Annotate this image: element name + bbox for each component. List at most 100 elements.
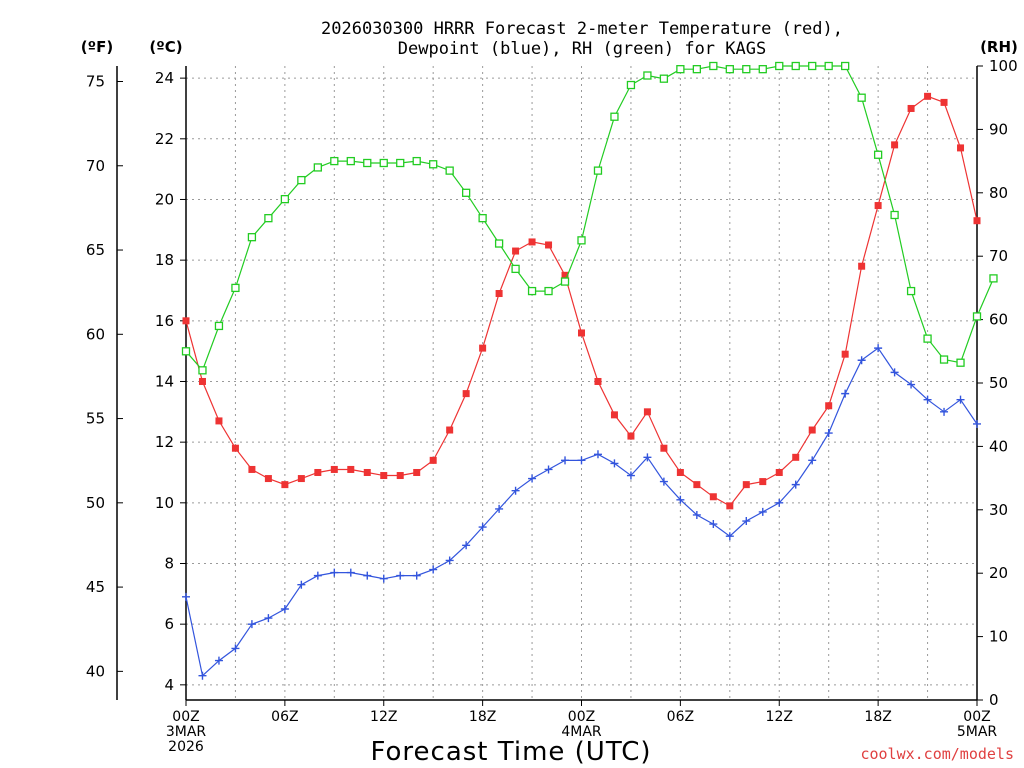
- time-tick-label: 2026: [168, 739, 204, 755]
- temperature-point: [512, 247, 520, 255]
- rh-point: [560, 277, 570, 286]
- dewpoint-point: [379, 574, 388, 583]
- fahrenheit-tick-label: 75: [86, 73, 105, 91]
- rh-tick-label: 80: [989, 184, 1008, 202]
- rh-point: [610, 112, 619, 121]
- celsius-unit-label: (ºC): [149, 38, 182, 56]
- temperature-point: [495, 290, 503, 298]
- temperature-point: [924, 92, 932, 100]
- time-tick-label: 5MAR: [957, 724, 998, 740]
- dewpoint-point: [264, 614, 273, 623]
- dewpoint-point: [577, 456, 586, 465]
- rh-point: [527, 286, 537, 296]
- dewpoint-point: [659, 477, 668, 486]
- dewpoint-point: [182, 592, 190, 601]
- rh-tick-label: 60: [989, 311, 1008, 329]
- dewpoint-point: [841, 389, 850, 398]
- fahrenheit-tick-label: 70: [86, 157, 105, 175]
- dewpoint-point: [775, 498, 784, 507]
- rh-point: [841, 61, 850, 71]
- rh-point: [972, 312, 982, 321]
- temperature-point: [874, 202, 882, 210]
- rh-point: [280, 194, 290, 204]
- rh-tick-label: 10: [989, 628, 1008, 646]
- rh-point: [709, 61, 718, 71]
- temperature-point: [248, 465, 256, 473]
- tick-labels: 4 6 8 10 12 14 16 18 20 22 24 40 45 50 55 60 65 70 75 0 10 20…: [86, 57, 1018, 755]
- data-series: [181, 61, 998, 680]
- dewpoint-point: [198, 671, 207, 680]
- dewpoint-point: [923, 395, 932, 404]
- dewpoint-point: [313, 571, 322, 580]
- temperature-point: [891, 141, 899, 149]
- rh-point: [808, 61, 817, 71]
- temperature-point: [545, 241, 553, 249]
- rh-point: [247, 233, 257, 242]
- temperature-point: [627, 432, 635, 440]
- celsius-tick-label: 16: [155, 312, 174, 330]
- dewpoint-point: [396, 571, 405, 580]
- celsius-tick-label: 6: [164, 615, 174, 633]
- temperature-point: [759, 478, 767, 486]
- rh-point: [214, 321, 224, 331]
- temperature-point: [281, 481, 289, 489]
- celsius-tick-label: 22: [155, 130, 174, 148]
- dewpoint-point: [610, 459, 619, 468]
- temperature-point: [610, 411, 618, 419]
- dewpoint-point: [824, 429, 833, 438]
- temperature-point: [215, 417, 223, 425]
- dewpoint-point: [758, 507, 767, 516]
- rh-tick-label: 20: [989, 564, 1008, 582]
- temperature-point: [726, 502, 734, 510]
- temperature-point: [907, 104, 915, 112]
- temperature-point: [314, 468, 322, 476]
- rh-point: [906, 286, 916, 296]
- rh-point: [725, 65, 734, 74]
- fahrenheit-tick-label: 60: [86, 325, 105, 343]
- time-tick-label: 18Z: [864, 709, 891, 725]
- dewpoint-point: [874, 344, 883, 353]
- temperature-point: [643, 408, 651, 416]
- dewpoint-point: [462, 541, 471, 550]
- rh-unit-label: (RH): [980, 38, 1018, 56]
- temperature-point: [264, 475, 272, 483]
- time-tick-label: 06Z: [667, 709, 694, 725]
- temperature-point: [709, 493, 717, 501]
- rh-point: [742, 65, 751, 74]
- temperature-point: [940, 98, 948, 106]
- celsius-tick-label: 12: [155, 433, 174, 451]
- dewpoint-point: [412, 571, 421, 580]
- rh-point: [198, 366, 207, 375]
- dewpoint-point: [742, 517, 751, 526]
- rh-point: [297, 175, 306, 185]
- chart-title-line1: 2026030300 HRRR Forecast 2-meter Tempera…: [321, 19, 843, 39]
- dewpoint-point: [561, 456, 570, 465]
- rh-point: [659, 74, 669, 83]
- dewpoint-point: [791, 480, 800, 489]
- dewpoint-point: [940, 407, 949, 416]
- rh-point: [577, 236, 586, 245]
- celsius-tick-label: 8: [164, 554, 174, 572]
- rh-point: [593, 166, 603, 175]
- rh-point: [461, 188, 471, 197]
- dewpoint-point: [214, 656, 223, 665]
- rh-tick-label: 90: [989, 120, 1008, 138]
- dewpoint-point: [709, 520, 718, 529]
- rh-point: [330, 156, 339, 166]
- dewpoint-point: [593, 450, 602, 459]
- rh-tick-label: 70: [989, 247, 1008, 265]
- rh-point: [923, 334, 932, 343]
- dewpoint-point: [643, 453, 652, 462]
- celsius-tick-label: 24: [155, 69, 174, 87]
- temperature-point: [742, 481, 750, 489]
- dewpoint-point: [247, 620, 256, 629]
- rh-point: [544, 286, 553, 296]
- dewpoint-point: [890, 368, 899, 377]
- temperature-point: [676, 468, 684, 476]
- rh-point: [429, 160, 438, 169]
- rh-point: [478, 214, 487, 223]
- temperature-point: [363, 468, 371, 476]
- fahrenheit-tick-label: 40: [86, 662, 105, 680]
- credit-link[interactable]: coolwx.com/models: [860, 745, 1014, 763]
